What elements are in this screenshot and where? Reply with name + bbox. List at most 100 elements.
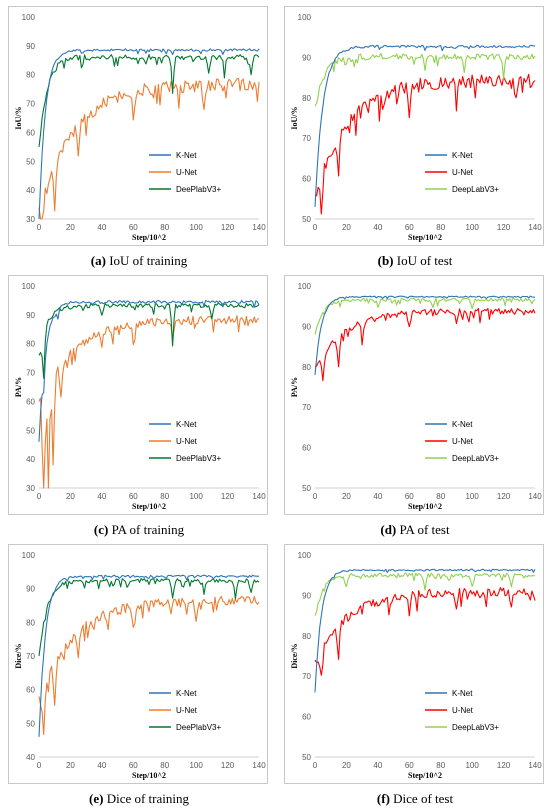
y-tick-label: 50 (26, 426, 35, 435)
x-tick-label: 140 (252, 492, 266, 501)
legend-label: U-Net (452, 168, 474, 177)
y-tick-label: 100 (22, 282, 36, 291)
legend-label: DeepLabV3+ (452, 185, 499, 194)
x-tick-label: 40 (373, 761, 382, 770)
y-tick-label: 100 (22, 551, 36, 560)
y-tick-label: 80 (26, 618, 35, 627)
y-tick-label: 80 (302, 632, 311, 641)
x-tick-label: 60 (405, 492, 414, 501)
series-line-deeplabv3- (38, 302, 260, 379)
legend-label: K-Net (452, 689, 473, 698)
x-tick-label: 100 (189, 223, 203, 232)
x-tick-label: 0 (37, 492, 42, 501)
series-line-deeplabv3- (314, 52, 536, 107)
series-line-deeplabv3- (38, 578, 260, 657)
y-tick-label: 70 (26, 652, 35, 661)
x-tick-label: 100 (465, 223, 479, 232)
y-tick-label: 90 (26, 42, 35, 51)
x-tick-label: 40 (373, 223, 382, 232)
x-tick-label: 100 (189, 492, 203, 501)
x-tick-label: 0 (37, 223, 42, 232)
x-tick-label: 60 (129, 492, 138, 501)
x-tick-label: 60 (405, 223, 414, 232)
chart-svg-b: 50 60 70 80 90 100 0 20 40 60 80 100 120 140 Step/10^2… (290, 13, 542, 242)
y-tick-label: 100 (298, 551, 312, 560)
x-tick-label: 20 (66, 223, 75, 232)
x-tick-label: 140 (252, 761, 266, 770)
x-tick-label: 0 (313, 761, 318, 770)
x-axis-label: Step/10^2 (132, 233, 166, 242)
y-tick-label: 60 (26, 128, 35, 137)
chart-svg-f: 50 60 70 80 90 100 0 20 40 60 80 100 120 140 Step/10^2… (290, 551, 542, 780)
caption-b: (b) IoU of test (377, 253, 453, 268)
y-tick-label: 60 (26, 397, 35, 406)
legend-label: DeepLabV3+ (452, 454, 499, 463)
series-line-deeplabv3- (38, 54, 260, 147)
chart-frame-b: 50 60 70 80 90 100 0 20 40 60 80 100 120 140 Step/10^2… (284, 6, 544, 246)
y-tick-label: 70 (302, 672, 311, 681)
x-tick-label: 120 (221, 223, 235, 232)
y-tick-label: 50 (302, 215, 311, 224)
series-line-k-net (314, 44, 535, 207)
legend-label: K-Net (176, 151, 197, 160)
x-tick-label: 60 (129, 223, 138, 232)
x-tick-label: 80 (436, 223, 445, 232)
x-tick-label: 120 (497, 761, 511, 770)
x-tick-label: 100 (189, 761, 203, 770)
x-tick-label: 80 (436, 492, 445, 501)
y-tick-label: 30 (26, 484, 35, 493)
x-tick-label: 40 (97, 223, 106, 232)
x-tick-label: 40 (373, 492, 382, 501)
x-tick-label: 40 (97, 761, 106, 770)
chart-frame-f: 50 60 70 80 90 100 0 20 40 60 80 100 120 140 Step/10^2… (284, 544, 544, 784)
x-tick-label: 20 (66, 492, 75, 501)
chart-svg-d: 50 60 70 80 90 100 0 20 40 60 80 100 120 140 Step/10^2… (290, 282, 542, 511)
y-tick-label: 100 (298, 13, 312, 22)
x-tick-label: 20 (342, 223, 351, 232)
x-tick-label: 140 (528, 223, 542, 232)
y-tick-label: 50 (26, 157, 35, 166)
x-tick-label: 120 (221, 761, 235, 770)
legend-label: K-Net (452, 420, 473, 429)
y-tick-label: 70 (302, 403, 311, 412)
x-tick-label: 40 (97, 492, 106, 501)
chart-frame-d: 50 60 70 80 90 100 0 20 40 60 80 100 120 140 Step/10^2… (284, 275, 544, 515)
series-line-u-net (314, 307, 536, 382)
chart-svg-e: 40 50 60 70 80 90 100 0 20 40 60 80 100 120 140 Step/10… (14, 551, 266, 780)
x-tick-label: 80 (160, 492, 169, 501)
caption-d: (d) PA of test (380, 522, 450, 537)
legend-label: U-Net (176, 706, 198, 715)
y-tick-label: 60 (302, 713, 311, 722)
x-tick-label: 0 (313, 492, 318, 501)
y-tick-label: 60 (26, 686, 35, 695)
legend-label: U-Net (452, 706, 474, 715)
legend-label: U-Net (176, 168, 198, 177)
caption-e: (e) Dice of training (89, 791, 189, 806)
y-tick-label: 60 (302, 175, 311, 184)
x-tick-label: 60 (129, 761, 138, 770)
series-line-k-net (38, 299, 260, 442)
series-line-k-net (38, 48, 260, 220)
x-tick-label: 20 (66, 761, 75, 770)
x-tick-label: 120 (497, 492, 511, 501)
x-tick-label: 140 (528, 761, 542, 770)
x-tick-label: 100 (465, 761, 479, 770)
y-tick-label: 70 (26, 369, 35, 378)
x-tick-label: 0 (37, 761, 42, 770)
y-tick-label: 90 (26, 311, 35, 320)
chart-frame-a: 30 40 50 60 70 80 90 100 0 20 40 60 80 100 120 140 Step/… (8, 6, 268, 246)
y-tick-label: 40 (26, 455, 35, 464)
y-tick-label: 80 (26, 71, 35, 80)
legend-label: K-Net (176, 689, 197, 698)
y-tick-label: 40 (26, 753, 35, 762)
chart-frame-c: 30 40 50 60 70 80 90 100 0 20 40 60 80 100 120 140 Step/… (8, 275, 268, 515)
y-tick-label: 100 (298, 282, 312, 291)
y-tick-label: 30 (26, 215, 35, 224)
y-tick-label: 80 (302, 94, 311, 103)
y-tick-label: 70 (302, 134, 311, 143)
x-axis-label: Step/10^2 (132, 502, 166, 511)
legend-label: U-Net (176, 437, 198, 446)
series-line-u-net (314, 73, 536, 215)
x-tick-label: 120 (497, 223, 511, 232)
legend-label: K-Net (452, 151, 473, 160)
